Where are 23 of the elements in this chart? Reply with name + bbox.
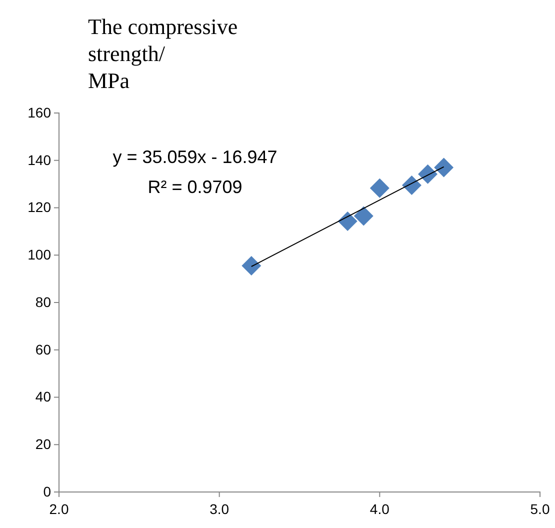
y-tick-label: 120: [28, 199, 52, 216]
point: [402, 176, 422, 195]
y-tick-label: 40: [35, 388, 52, 405]
point: [370, 178, 390, 198]
point: [434, 158, 454, 178]
x-tick-label: 2.0: [49, 501, 69, 517]
y-tick-label: 80: [35, 294, 52, 310]
y-tick-label: 140: [28, 152, 52, 168]
annotation: R² = 0.9709: [148, 177, 242, 197]
point: [418, 164, 438, 184]
x-tick-label: 4.0: [370, 501, 390, 517]
x-tick-label: 5.0: [530, 501, 550, 517]
y-tick-label: 160: [28, 104, 52, 120]
y-tick-label: 60: [35, 341, 52, 358]
y-tick-label: 20: [35, 436, 52, 452]
point: [338, 212, 358, 231]
x-tick-label: 3.0: [210, 501, 230, 517]
y-tick-label: 0: [43, 483, 52, 500]
point: [354, 206, 374, 226]
y-tick-label: 100: [28, 246, 52, 263]
y-axis-title: The compressive strength/ MPa: [88, 14, 238, 93]
point: [242, 256, 262, 276]
annotation: y = 35.059x - 16.947: [112, 147, 278, 167]
